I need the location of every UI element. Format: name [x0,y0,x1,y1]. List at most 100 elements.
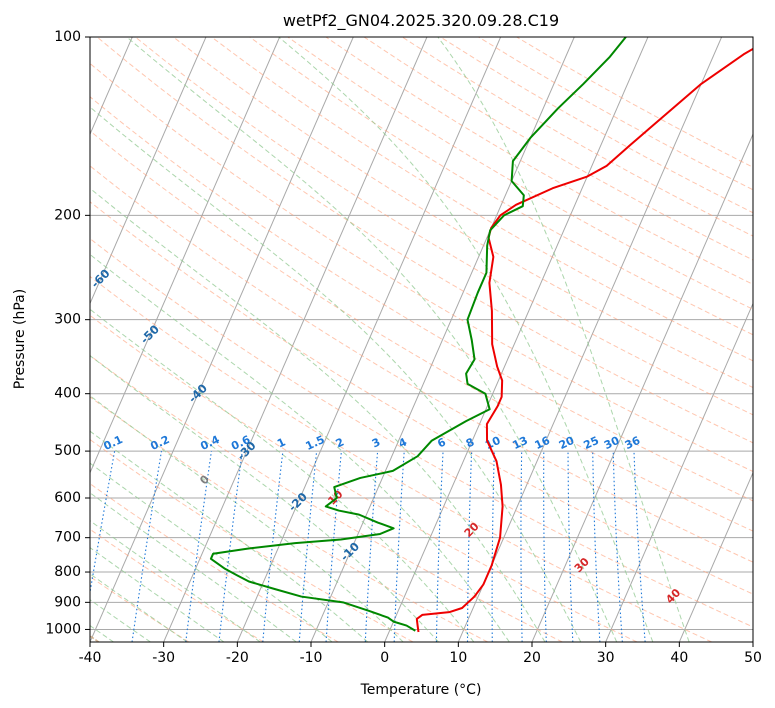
dry-adiabat [90,576,190,642]
moist-adiabat [90,520,261,642]
moist-adiabat-label: 40 [663,586,683,606]
y-axis-label: Pressure (hPa) [12,289,28,389]
mixing-ratio-line [298,451,318,642]
isotherm-label: -60 [88,266,113,291]
dry-adiabat [325,37,753,285]
moist-adiabat [90,308,475,642]
mixing-ratio-line [218,451,243,642]
axes: -40 -30 -20 -10 0 10 20 30 40 50 100 200 300 400 500 60… [45,29,762,666]
chart-title: wetPf2_GN04.2025.320.09.28.C19 [283,11,559,31]
dry-adiabat [90,354,563,642]
dry-adiabat [96,37,753,444]
temperature-profile [415,47,753,633]
special-adiabat [0,37,62,642]
isotherm-line [752,640,753,642]
mixing-ratio-label: 13 [511,434,530,452]
dry-adiabat [90,130,753,532]
moist-adiabat [90,430,369,642]
isotherm-line [678,471,753,642]
y-tick-label: 400 [54,386,81,402]
dewpoint-profile [209,37,627,632]
dry-adiabat [287,37,753,310]
isotherm-line [457,37,723,642]
moist-adiabat [278,37,654,642]
mixing-ratio-line [325,451,342,642]
isotherm-label: -80 [0,161,11,186]
x-tick-label: -10 [300,650,323,666]
x-tick-label: -40 [79,650,102,666]
moist-adiabat [437,37,690,642]
dry-adiabat [363,37,753,261]
x-axis-label: Temperature (°C) [360,682,482,698]
data-series [209,37,753,633]
mixing-ratio-line [592,451,601,642]
mixing-ratio-line [633,451,646,642]
mixing-ratio-label: 10 [483,434,503,452]
y-tick-label: 100 [54,29,81,45]
mixing-ratio-label: 0.1 [102,433,125,453]
y-tick-label: 700 [54,530,81,546]
dry-adiabat [90,96,753,502]
moist-adiabat [90,187,546,642]
mixing-ratio-line [567,451,574,642]
dry-adiabat [90,314,638,642]
dry-adiabat [90,438,414,642]
mixing-ratio-label: 30 [602,434,622,452]
isotherm-line [90,37,281,474]
moist-adiabat [90,355,439,642]
mixing-ratio-label: 25 [582,434,601,452]
x-tick-label: 40 [670,650,688,666]
mixing-ratio-label: 0.2 [148,433,171,453]
isotherm-line [384,37,649,642]
y-tick-label: 600 [54,490,81,506]
mixing-ratio-label: 0.4 [198,433,221,453]
x-tick-label: 10 [449,650,467,666]
mixing-ratio-label: 16 [533,434,553,452]
isotherm-line [0,37,59,642]
background-lines [0,37,753,642]
mixing-ratio-line [185,451,212,642]
x-tick-label: -20 [226,650,249,666]
dry-adiabat [516,37,753,168]
isotherm-line [605,302,753,642]
dry-adiabat [90,483,339,642]
mixing-ratio-label: 4 [397,435,410,450]
plot-frame [89,36,754,643]
dry-adiabat [90,237,753,628]
x-tick-label: 0 [380,650,389,666]
moist-adiabat [90,106,582,642]
moist-adiabat [90,546,225,642]
mixing-ratio-line [491,451,495,642]
isotherm-line [531,132,753,642]
y-tick-label: 300 [54,312,81,328]
dry-adiabat [249,37,753,336]
isotherm-line [90,37,354,642]
dry-adiabat [90,275,712,642]
mixing-ratio-label: 3 [370,435,382,450]
moist-adiabat [90,573,188,642]
y-tick-label: 800 [54,564,81,580]
y-tick-label: 1000 [45,621,81,637]
x-tick-label: -30 [152,650,175,666]
moist-adiabat [90,395,404,642]
y-tick-label: 200 [54,207,81,223]
isotherm-label: -20 [285,490,310,515]
mixing-ratio-line [131,451,163,642]
dry-adiabat [440,37,753,214]
isotherm-line [236,37,502,642]
x-tick-label: 30 [597,650,615,666]
dry-adiabat [173,37,753,389]
y-tick-label: 500 [54,443,81,459]
mixing-ratio-label: 2 [334,435,346,450]
dry-adiabat [211,37,753,362]
moist-adiabat [90,462,333,642]
isotherm-label: -50 [137,322,162,347]
dry-adiabat [90,201,753,595]
moist-adiabat-label: 20 [462,520,482,540]
mixing-ratio-label: 20 [557,434,577,452]
y-tick-label: 900 [54,594,81,610]
x-tick-label: 50 [744,650,762,666]
mixing-ratio-label: 36 [623,434,643,452]
isotherm-label: -10 [338,539,363,564]
